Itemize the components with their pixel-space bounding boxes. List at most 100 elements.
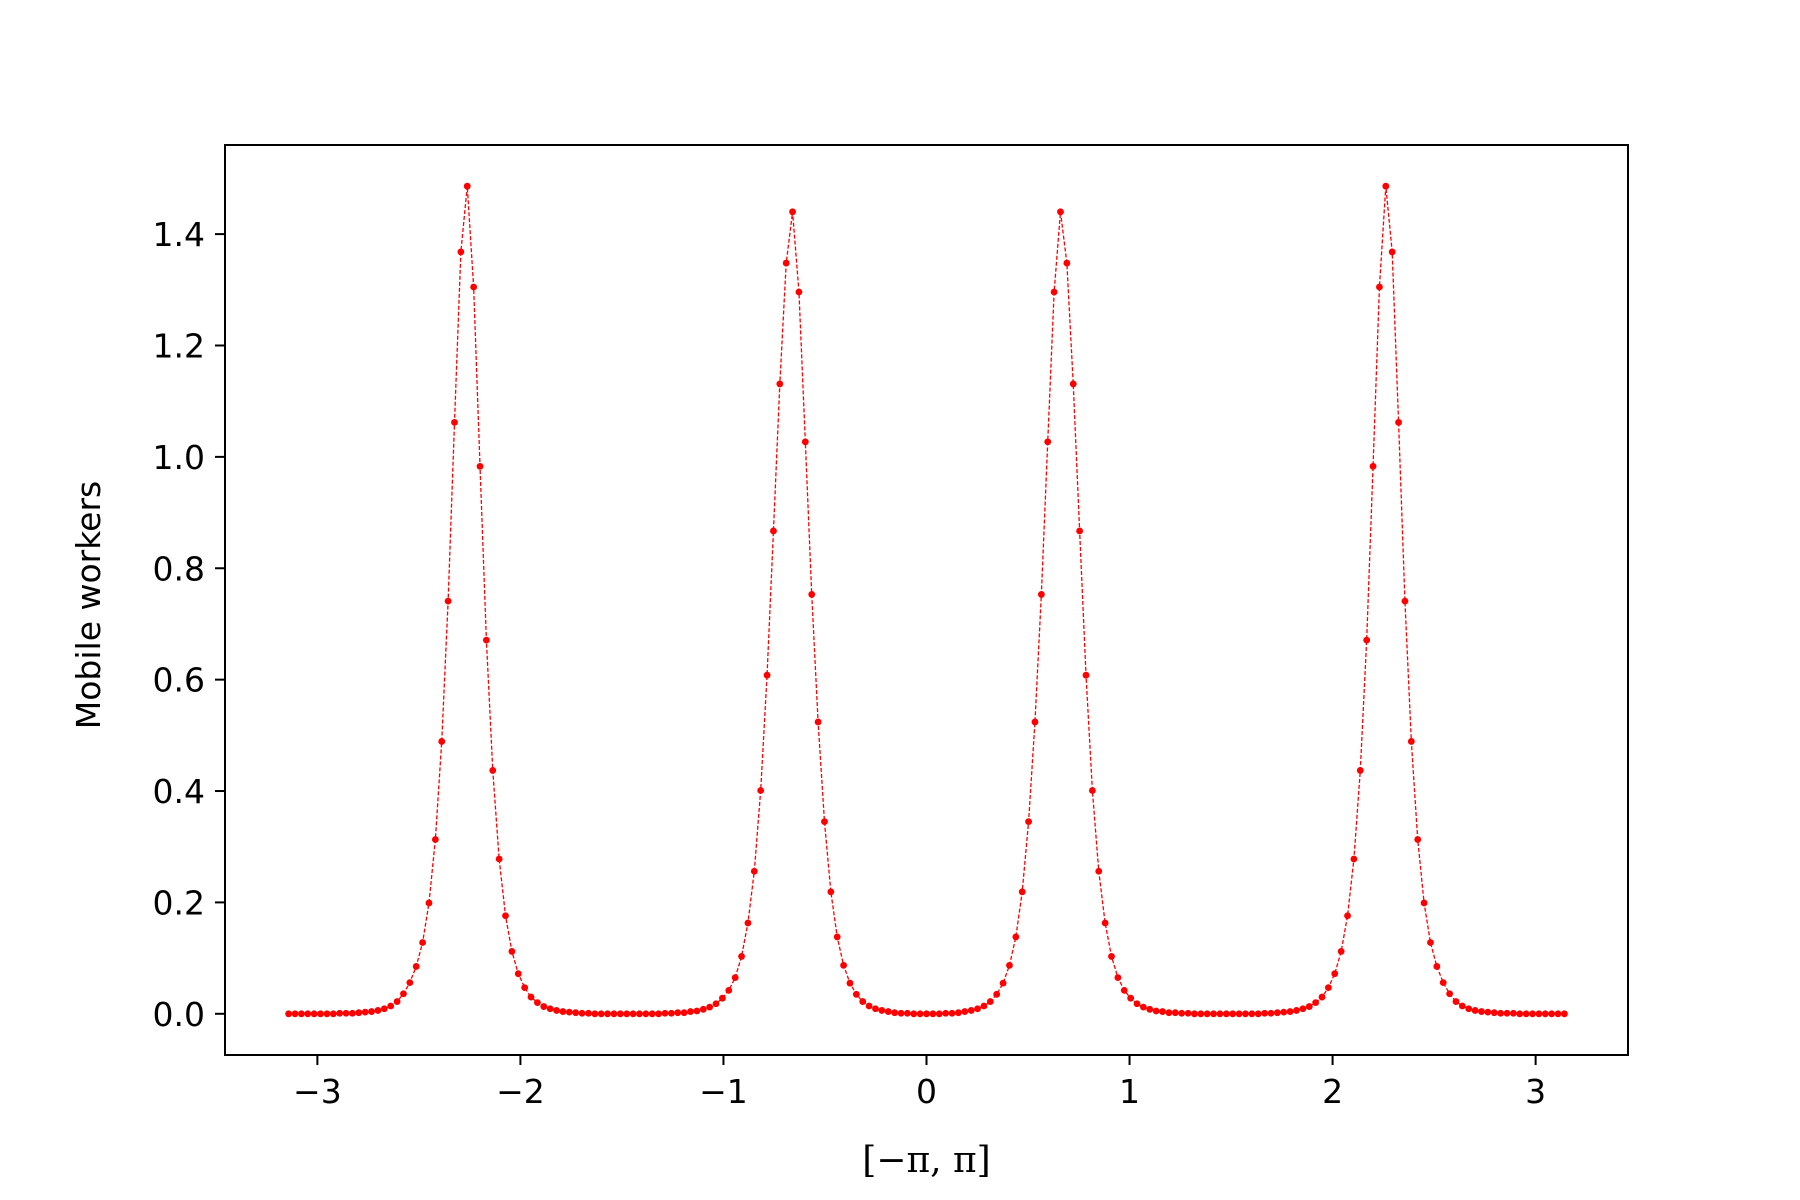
data-point xyxy=(380,1005,388,1013)
data-point xyxy=(578,1009,586,1017)
data-point xyxy=(967,1007,975,1014)
data-point xyxy=(1439,979,1447,986)
data-point xyxy=(1235,1010,1243,1018)
data-point xyxy=(1401,597,1409,605)
data-point xyxy=(1369,462,1377,470)
data-point xyxy=(1242,1010,1249,1018)
data-point xyxy=(1465,1005,1473,1013)
data-point xyxy=(1331,970,1339,978)
data-point xyxy=(821,818,828,826)
data-point xyxy=(776,380,784,388)
data-point xyxy=(961,1008,969,1015)
data-point xyxy=(661,1009,669,1017)
data-point xyxy=(1490,1009,1498,1017)
data-point xyxy=(1095,867,1103,875)
data-point xyxy=(699,1005,707,1013)
data-point xyxy=(1541,1010,1549,1018)
data-point xyxy=(1388,248,1396,256)
data-point xyxy=(770,527,777,535)
data-point xyxy=(1127,994,1135,1002)
data-point xyxy=(1152,1007,1160,1015)
data-point xyxy=(457,248,465,256)
data-point xyxy=(935,1010,943,1018)
data-point xyxy=(801,438,809,446)
data-point xyxy=(878,1007,886,1014)
data-point xyxy=(1082,671,1090,679)
data-point xyxy=(1184,1009,1192,1017)
data-point xyxy=(521,984,529,992)
data-point xyxy=(616,1010,624,1018)
data-point xyxy=(1025,818,1032,826)
data-point xyxy=(1261,1009,1269,1017)
data-point xyxy=(1069,380,1077,388)
data-point xyxy=(1101,919,1109,927)
data-point xyxy=(1299,1005,1307,1013)
data-point xyxy=(476,462,484,470)
data-point xyxy=(1076,527,1084,535)
data-point xyxy=(891,1009,899,1017)
data-point xyxy=(1203,1010,1211,1018)
data-point xyxy=(1165,1009,1173,1017)
data-point xyxy=(1057,208,1064,216)
x-tick-label: 3 xyxy=(1525,1072,1546,1111)
data-point xyxy=(1318,993,1326,1001)
data-point xyxy=(808,591,816,598)
data-point xyxy=(1516,1010,1524,1018)
y-tick-label: 0.8 xyxy=(153,549,205,588)
data-point xyxy=(1382,182,1390,190)
data-point xyxy=(1337,948,1345,955)
data-point xyxy=(1210,1010,1217,1018)
data-point xyxy=(482,636,490,644)
data-point xyxy=(540,1003,548,1010)
data-point xyxy=(495,855,503,863)
data-point xyxy=(1267,1009,1275,1017)
data-point xyxy=(795,288,803,296)
data-point xyxy=(285,1010,293,1018)
data-point xyxy=(1171,1009,1179,1017)
data-point xyxy=(1254,1010,1262,1018)
data-point xyxy=(361,1008,369,1016)
data-point xyxy=(1325,984,1332,992)
data-point xyxy=(833,933,841,941)
y-tick-label: 0.6 xyxy=(153,661,205,700)
data-point xyxy=(1108,953,1115,960)
data-point xyxy=(680,1009,688,1017)
data-point xyxy=(355,1009,363,1017)
data-point xyxy=(1427,939,1434,946)
data-point xyxy=(1535,1010,1543,1018)
data-point xyxy=(585,1009,592,1017)
data-point xyxy=(993,990,1001,998)
data-point xyxy=(470,283,478,291)
data-point xyxy=(349,1009,356,1017)
data-point xyxy=(1114,974,1122,981)
data-point xyxy=(1012,933,1020,941)
x-axis-label: [−π, π] xyxy=(862,1140,990,1181)
data-point xyxy=(674,1009,682,1017)
data-point xyxy=(884,1008,892,1015)
data-point xyxy=(1197,1010,1205,1018)
data-point xyxy=(1497,1009,1505,1017)
data-point xyxy=(610,1010,618,1018)
x-tick-label: 2 xyxy=(1322,1072,1343,1111)
data-point xyxy=(955,1009,962,1017)
x-axis: −3 −2 −1 0 1 2 3 xyxy=(293,1055,1546,1111)
data-point xyxy=(419,939,426,946)
data-point xyxy=(1031,718,1039,726)
data-point xyxy=(1120,987,1128,994)
data-point xyxy=(1037,591,1045,598)
data-point xyxy=(706,1003,714,1011)
data-point xyxy=(744,919,752,927)
data-point xyxy=(444,597,452,605)
data-point xyxy=(1363,636,1371,644)
data-point xyxy=(872,1005,879,1013)
data-point xyxy=(1286,1008,1294,1015)
data-point xyxy=(431,836,439,843)
data-point xyxy=(687,1008,694,1015)
data-point xyxy=(1522,1010,1530,1018)
data-point xyxy=(712,1000,720,1008)
data-point xyxy=(731,974,739,981)
data-point xyxy=(1018,888,1026,896)
data-point xyxy=(463,182,471,190)
